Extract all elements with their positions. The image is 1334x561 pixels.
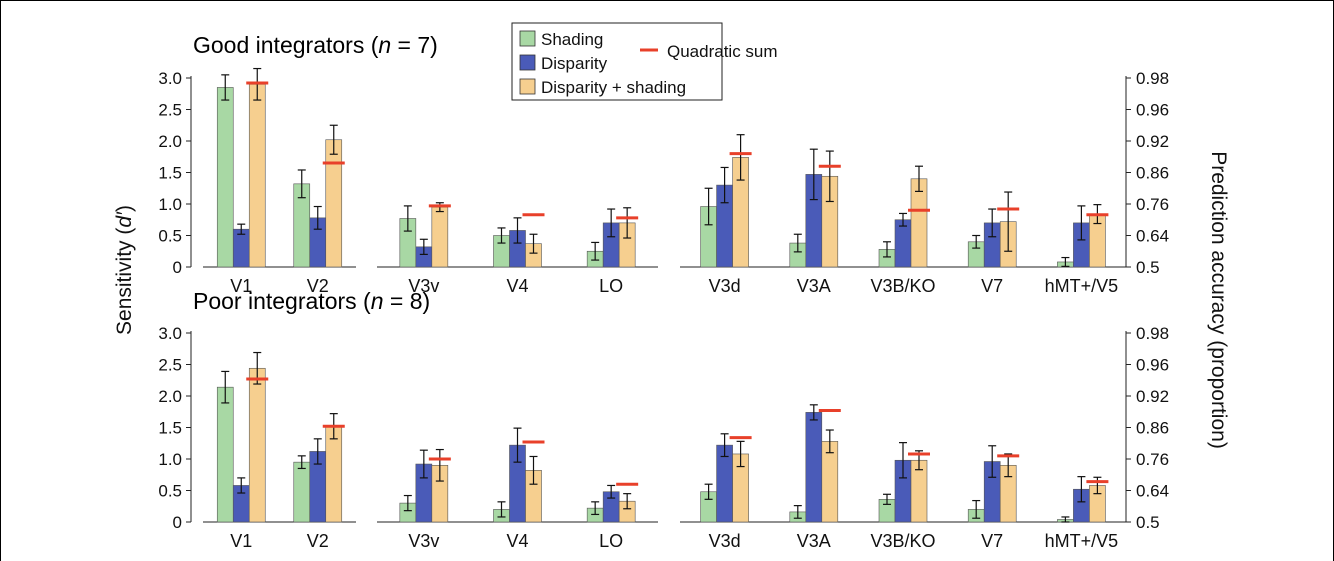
left-tick-label: 3.0: [158, 69, 182, 88]
right-axis-title: Prediction accuracy (proportion): [1207, 151, 1230, 449]
right-tick-label: 0.5: [1136, 258, 1160, 277]
legend-label-disparity: Disparity: [541, 54, 608, 73]
region-label: V2: [307, 531, 329, 551]
right-tick-label: 0.76: [1136, 450, 1169, 469]
bar-disparity: [805, 412, 823, 523]
region-v3a: V3A: [789, 148, 841, 296]
region-label: V3v: [408, 276, 439, 296]
right-tick-label: 0.86: [1136, 164, 1169, 183]
bar-combined: [821, 441, 839, 523]
bar-shading: [216, 87, 234, 268]
panel-title-good: Good integrators (n = 7): [193, 32, 438, 58]
region-label: V3d: [709, 276, 741, 296]
region-label: V3A: [797, 531, 831, 551]
region-label: hMT+/V5: [1045, 531, 1119, 551]
region-v3d: V3d: [700, 433, 752, 551]
region-label: hMT+/V5: [1045, 276, 1119, 296]
legend-swatch-shading: [519, 30, 536, 47]
region-lo: LO: [586, 482, 639, 551]
region-label: V1: [230, 276, 252, 296]
region-v4: V4: [493, 427, 545, 551]
left-tick-label: 2.5: [158, 356, 182, 375]
region-v2: V2: [293, 413, 345, 551]
right-tick-label: 0.96: [1136, 101, 1169, 120]
region-v3b-ko: V3B/KO: [870, 165, 936, 296]
bar-combined: [325, 139, 343, 268]
left-axis-title: Sensitivity (d′): [113, 205, 136, 335]
region-label: V3d: [709, 531, 741, 551]
region-v3v: V3v: [399, 448, 451, 551]
region-v3v: V3v: [399, 202, 451, 296]
legend-swatch-disparity: [519, 54, 536, 71]
right-tick-label: 0.92: [1136, 132, 1169, 151]
bar-shading: [216, 386, 234, 523]
right-tick-label: 0.98: [1136, 324, 1169, 343]
panel-title-poor: Poor integrators (n = 8): [193, 288, 430, 314]
region-label: V3B/KO: [870, 276, 935, 296]
left-tick-label: 0: [173, 513, 182, 532]
legend-label-shading: Shading: [541, 30, 603, 49]
panel-good: 0 0.5 1.0 1.5 2.0 2.5 3.0 0.5 0.64 0.76 0.86 0.92 0.…: [158, 67, 1169, 296]
right-tick-label: 0.76: [1136, 195, 1169, 214]
region-hmt-v5: hMT+/V5: [1045, 476, 1119, 551]
left-tick-label: 2.5: [158, 101, 182, 120]
bar-shading: [293, 461, 311, 523]
left-tick-label: 0.5: [158, 227, 182, 246]
region-label: V3A: [797, 276, 831, 296]
bar-disparity: [232, 228, 250, 268]
left-tick-label: 1.5: [158, 164, 182, 183]
region-v2: V2: [293, 124, 345, 296]
bar-disparity: [894, 219, 912, 268]
legend-label-combined: Disparity + shading: [541, 78, 686, 97]
region-v4: V4: [493, 213, 545, 296]
left-tick-label: 3.0: [158, 324, 182, 343]
region-v3b-ko: V3B/KO: [870, 442, 936, 551]
region-label: LO: [599, 276, 623, 296]
legend-label-quadratic: Quadratic sum: [667, 42, 778, 61]
region-label: V7: [981, 531, 1003, 551]
left-tick-label: 1.0: [158, 195, 182, 214]
region-label: LO: [599, 531, 623, 551]
right-tick-label: 0.96: [1136, 356, 1169, 375]
left-tick-label: 0.5: [158, 482, 182, 501]
region-hmt-v5: hMT+/V5: [1045, 204, 1119, 296]
left-tick-label: 2.0: [158, 387, 182, 406]
right-tick-label: 0.86: [1136, 419, 1169, 438]
region-label: V7: [981, 276, 1003, 296]
bar-combined: [248, 84, 266, 268]
legend-box: [511, 22, 723, 101]
left-tick-label: 1.5: [158, 419, 182, 438]
region-label: V4: [506, 531, 528, 551]
region-label: V4: [506, 276, 528, 296]
right-tick-label: 0.5: [1136, 513, 1160, 532]
region-v7: V7: [967, 191, 1020, 296]
right-tick-label: 0.98: [1136, 69, 1169, 88]
region-v3a: V3A: [789, 404, 841, 551]
region-v1: V1: [216, 67, 269, 296]
right-tick-label: 0.64: [1136, 227, 1169, 246]
left-tick-label: 1.0: [158, 450, 182, 469]
right-tick-label: 0.92: [1136, 387, 1169, 406]
region-label: V3v: [408, 531, 439, 551]
region-v3d: V3d: [700, 134, 752, 296]
region-label: V2: [307, 276, 329, 296]
left-tick-label: 0: [173, 258, 182, 277]
region-lo: LO: [586, 207, 639, 296]
bar-combined: [248, 367, 266, 523]
panel-poor: 0 0.5 1.0 1.5 2.0 2.5 3.0 0.5 0.64 0.76 0.86 0.92 0.…: [158, 324, 1169, 551]
legend: Shading Disparity Disparity + shading Qu…: [511, 22, 778, 101]
region-v7: V7: [967, 445, 1020, 551]
region-v1: V1: [216, 351, 269, 551]
region-label: V3B/KO: [870, 531, 935, 551]
bar-combined: [325, 425, 343, 523]
bar-combined: [910, 178, 928, 268]
left-tick-label: 2.0: [158, 132, 182, 151]
bar-combined: [431, 206, 449, 268]
legend-swatch-combined: [519, 78, 536, 95]
region-label: V1: [230, 531, 252, 551]
right-tick-label: 0.64: [1136, 482, 1169, 501]
